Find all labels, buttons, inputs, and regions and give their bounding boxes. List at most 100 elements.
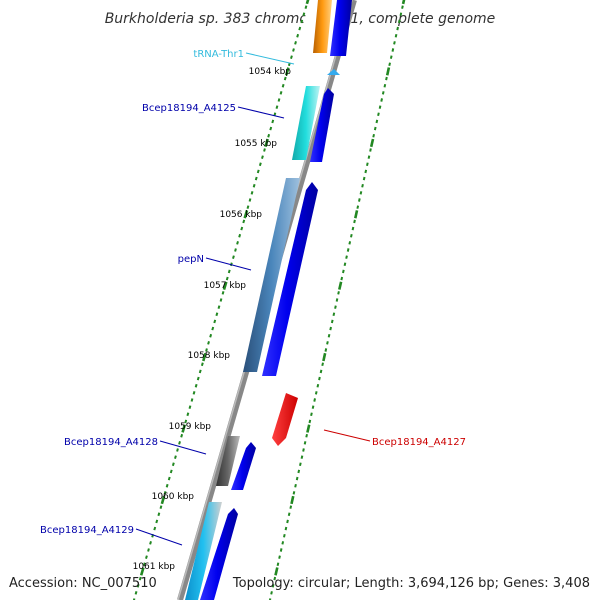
minor-tick [326,341,329,345]
pepN-cds[interactable] [262,182,318,376]
tick-label-1059: 1059 kbp [169,422,212,432]
minor-tick [373,126,377,131]
minor-tick [380,98,383,102]
minor-tick [171,462,175,467]
minor-tick [381,91,385,95]
minor-tick [391,48,395,52]
minor-tick [284,526,288,531]
tick-label-1054: 1054 kbp [249,67,292,77]
minor-tick [335,298,339,302]
minor-tick [383,83,387,88]
minor-tick [132,598,136,600]
minor-tick [207,341,210,345]
minor-tick [192,391,196,395]
minor-tick [281,541,285,545]
tick-scale-right [268,0,406,600]
minor-tick [342,269,345,274]
major-tick [160,495,166,505]
pepN-feature[interactable] [243,178,300,372]
genome-summary-text: Topology: circular; Length: 3,694,126 bp… [232,576,590,591]
minor-tick [332,312,336,317]
major-tick [385,67,391,76]
minor-tick [334,305,337,309]
minor-tick [252,183,256,188]
minor-tick [348,241,352,245]
minor-tick [165,483,169,488]
minor-tick [227,269,231,274]
minor-tick [176,448,179,452]
tick-labels: 1054 kbp 1055 kbp 1056 kbp 1057 kbp 1058… [133,67,292,572]
tick-scale-left [132,0,310,600]
bcep-a4129-cds[interactable] [200,508,238,600]
minor-tick [215,312,219,317]
minor-tick [250,191,254,195]
minor-tick [330,319,334,324]
minor-tick [200,362,204,367]
minor-tick [281,83,285,88]
minor-tick [289,505,293,509]
minor-tick [316,383,320,388]
minor-tick [279,548,283,552]
bcep-a4125-feature[interactable] [292,86,320,160]
minor-tick [196,376,200,381]
minor-tick [377,112,380,117]
bcep-a4128-feature[interactable] [216,436,240,486]
minor-tick [364,169,368,174]
minor-tick [396,26,399,31]
gene-label-bcep18194-a4128[interactable]: Bcep18194_A4128 [64,437,158,448]
minor-tick [180,433,184,438]
minor-tick [256,169,260,174]
minor-tick [296,33,300,38]
major-tick [222,281,228,290]
minor-tick [268,598,272,600]
gene-label-bcep18194-a4125[interactable]: Bcep18194_A4125 [142,103,236,114]
major-tick [338,281,343,290]
minor-tick [136,583,140,588]
minor-tick [213,319,217,324]
minor-tick [358,198,361,202]
minor-tick [240,226,244,231]
bcep-a4129-feature[interactable] [185,502,222,600]
minor-tick [190,398,194,402]
minor-tick [163,491,167,495]
cds-top[interactable] [330,0,352,56]
minor-tick [378,105,382,109]
minor-tick [393,41,396,45]
minor-tick [271,119,275,124]
minor-tick [234,248,237,252]
gene-label-bcep18194-a4129[interactable]: Bcep18194_A4129 [40,525,134,536]
minor-tick [294,41,297,45]
minor-tick [134,591,138,595]
orange-feature[interactable] [313,0,332,53]
major-tick [290,495,295,505]
gene-label-trna-thr1[interactable]: tRNA-Thr1 [193,49,244,60]
minor-tick [217,305,221,309]
bcep-a4127-cds[interactable] [272,393,298,446]
minor-tick [369,148,372,152]
minor-tick [254,176,258,181]
minor-tick [157,512,161,517]
minor-tick [209,333,213,338]
gene-label-bcep18194-a4127[interactable]: Bcep18194_A4127 [372,437,466,448]
gene-label-pepn[interactable]: pepN [178,254,204,265]
minor-tick [385,76,388,81]
bcep-a4125-cds[interactable] [310,88,334,162]
major-tick [369,138,375,148]
minor-tick [399,12,403,17]
tick-label-1061: 1061 kbp [133,562,176,572]
minor-tick [248,198,252,202]
minor-tick [277,98,281,102]
minor-tick [321,362,324,367]
trna-thr1-feature[interactable] [327,69,340,75]
major-tick [181,424,187,433]
minor-tick [337,291,340,295]
minor-tick [286,519,289,524]
bcep-a4128-cds[interactable] [231,442,256,490]
minor-tick [304,5,308,9]
minor-tick [184,419,188,424]
minor-tick [351,226,355,231]
minor-tick [361,183,364,188]
features [185,0,352,600]
minor-tick [319,369,323,374]
